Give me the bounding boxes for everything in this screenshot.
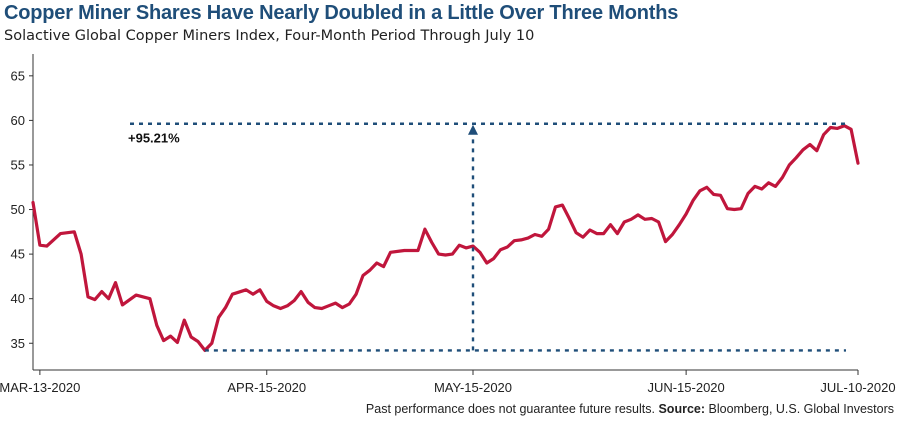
y-tick-label: 40 — [11, 291, 25, 306]
series-line — [31, 124, 860, 352]
y-tick-label: 50 — [11, 202, 25, 217]
source-label: Source: — [658, 402, 706, 416]
y-tick-label: 65 — [11, 68, 25, 83]
y-tick-label: 55 — [11, 157, 25, 172]
x-tick-label: JUL-10-2020 — [820, 380, 895, 395]
x-tick-label: JUN-15-2020 — [647, 380, 724, 395]
x-tick-label: MAY-15-2020 — [434, 380, 512, 395]
chart-title: Copper Miner Shares Have Nearly Doubled … — [4, 2, 679, 24]
x-tick-label: APR-15-2020 — [227, 380, 306, 395]
y-tick-label: 35 — [11, 336, 25, 351]
x-tick-label: MAR-13-2020 — [0, 380, 80, 395]
change-arrow-head — [468, 124, 478, 135]
disclaimer-text: Past performance does not guarantee futu… — [365, 402, 655, 416]
change-percent-label: +95.21% — [128, 131, 180, 146]
y-tick-label: 60 — [11, 113, 25, 128]
chart-subtitle: Solactive Global Copper Miners Index, Fo… — [4, 28, 535, 44]
footnote: Past performance does not guarantee futu… — [366, 402, 894, 416]
source-text: Bloomberg, U.S. Global Investors — [708, 402, 895, 416]
y-tick-label: 45 — [11, 247, 25, 262]
